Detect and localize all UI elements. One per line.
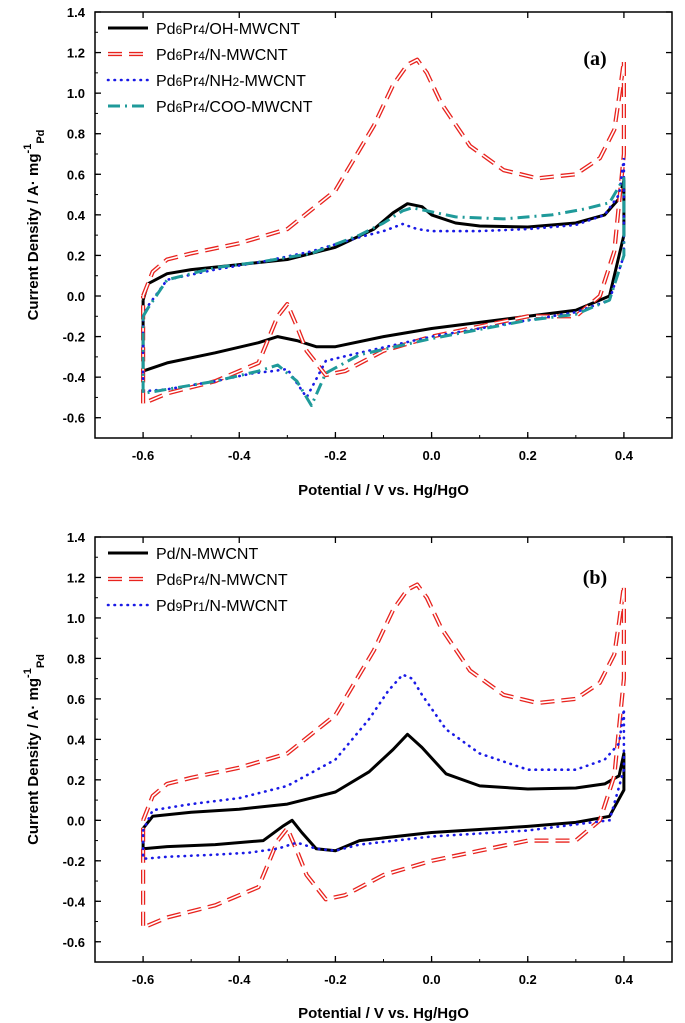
y-tick-label: -0.2 <box>63 330 85 345</box>
y-tick-label: -0.4 <box>63 370 86 385</box>
y-tick-label: -0.4 <box>63 894 86 909</box>
x-tick-label: -0.2 <box>324 972 346 987</box>
x-tick-label: 0.0 <box>423 972 441 987</box>
legend-entry: Pd6Pr4/NH2-MWCNT <box>106 73 306 90</box>
legend-label: Pd/N-MWCNT <box>156 546 258 563</box>
y-tick-label: -0.2 <box>63 854 85 869</box>
legend-entry: Pd6Pr4/N-MWCNT <box>108 47 288 64</box>
legend-label: Pd9Pr1/N-MWCNT <box>156 598 288 615</box>
y-tick-label: 0.4 <box>67 732 86 747</box>
series-line-4 <box>141 176 626 407</box>
panel-label: (b) <box>583 567 607 589</box>
series-line-1 <box>141 732 626 853</box>
series-line-3 <box>141 673 626 861</box>
y-tick-label: 0.0 <box>67 813 85 828</box>
y-tick-label: 0.6 <box>67 692 85 707</box>
legend-label: Pd6Pr4/N-MWCNT <box>156 572 288 589</box>
legend-label: Pd6Pr4/N-MWCNT <box>156 47 288 64</box>
x-tick-label: 0.4 <box>615 448 634 463</box>
y-tick-label: 1.2 <box>67 570 85 585</box>
x-tick-label: -0.6 <box>132 448 154 463</box>
x-tick-label: -0.6 <box>132 972 154 987</box>
y-tick-label: -0.6 <box>63 411 85 426</box>
y-tick-label: 1.2 <box>67 46 85 61</box>
series-line-2-inner <box>142 583 625 929</box>
panel-label: (a) <box>583 48 606 70</box>
series-group <box>141 57 626 407</box>
series-line-3 <box>141 157 626 400</box>
legend-label: Pd6Pr4/OH-MWCNT <box>156 21 300 38</box>
series-line-2 <box>141 582 626 930</box>
x-tick-label: -0.4 <box>228 448 251 463</box>
y-tick-label: 1.4 <box>67 5 86 20</box>
y-tick-label: 1.0 <box>67 611 85 626</box>
legend-label: Pd6Pr4/NH2-MWCNT <box>156 73 306 90</box>
legend-entry: Pd9Pr1/N-MWCNT <box>106 598 288 615</box>
y-tick-label: 0.6 <box>67 167 85 182</box>
y-tick-label: 0.8 <box>67 651 85 666</box>
y-axis-title: Current Density / A· mg-1Pd <box>22 654 47 845</box>
x-tick-label: 0.2 <box>519 448 537 463</box>
y-tick-label: 0.2 <box>67 248 85 263</box>
y-tick-label: 0.2 <box>67 773 85 788</box>
series-group <box>141 582 626 930</box>
x-tick-label: 0.2 <box>519 972 537 987</box>
legend-entry: Pd/N-MWCNT <box>108 546 258 563</box>
y-tick-label: 1.0 <box>67 86 85 101</box>
series-line-2-inner <box>142 58 625 405</box>
y-tick-label: 1.4 <box>67 530 86 545</box>
x-tick-label: -0.2 <box>324 448 346 463</box>
x-tick-label: 0.0 <box>423 448 441 463</box>
y-tick-label: 0.8 <box>67 127 85 142</box>
legend-entry: Pd6Pr4/COO-MWCNT <box>108 99 313 116</box>
x-axis-title: Potential / V vs. Hg/HgO <box>298 482 469 499</box>
series-line-1 <box>141 178 626 373</box>
legend-entry: Pd6Pr4/OH-MWCNT <box>108 21 300 38</box>
y-tick-label: 0.0 <box>67 289 85 304</box>
y-tick-label: -0.6 <box>63 935 85 950</box>
y-tick-label: 0.4 <box>67 208 86 223</box>
legend-label: Pd6Pr4/COO-MWCNT <box>156 99 313 116</box>
y-axis-title: Current Density / A· mg-1Pd <box>22 130 47 321</box>
x-axis-title: Potential / V vs. Hg/HgO <box>298 1005 469 1022</box>
legend-entry: Pd6Pr4/N-MWCNT <box>108 572 288 589</box>
chart-panel-a: -0.6 -0.4 -0.2 0.0 0.2 0.4 -0.6 -0.4 -0.2 0.0 0.2 0… <box>22 5 673 499</box>
chart-panel-b: -0.6 -0.4 -0.2 0.0 0.2 0.4 -0.6 -0.4 -0.2 0.0 0.2 0… <box>22 530 673 1022</box>
x-tick-label: -0.4 <box>228 972 251 987</box>
x-tick-label: 0.4 <box>615 972 634 987</box>
